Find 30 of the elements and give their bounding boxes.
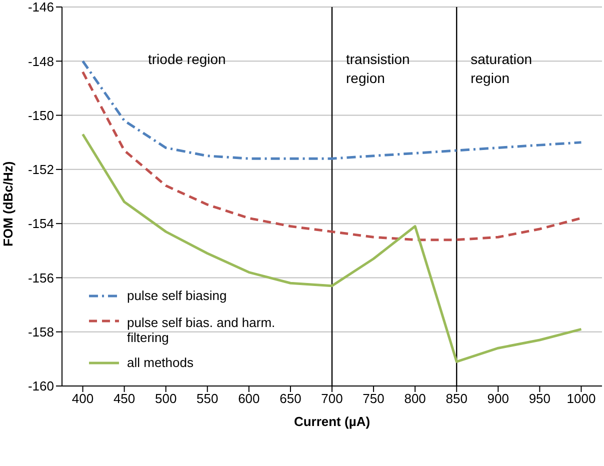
line-series — [82, 70, 582, 242]
annotation: transistion region — [346, 50, 411, 88]
annotation: saturation region — [470, 50, 534, 88]
x-tick-label: 850 — [446, 391, 468, 406]
x-tick-label: 600 — [238, 391, 260, 406]
x-tick-label: 450 — [113, 391, 136, 406]
legend-label: pulse self biasing — [127, 288, 227, 303]
x-tick-label: 950 — [528, 391, 551, 406]
annotation: triode region — [148, 51, 226, 67]
legend-label: pulse self bias. and harm. filtering — [127, 315, 276, 345]
y-axis-title: FOM (dBc/Hz) — [0, 161, 16, 246]
y-tick-label: -146 — [28, 0, 54, 15]
legend-label: all methods — [127, 355, 194, 370]
x-tick-label: 1000 — [566, 391, 596, 406]
x-tick-label: 900 — [487, 391, 510, 406]
x-tick-label: 400 — [72, 391, 94, 406]
y-tick-label: -156 — [28, 270, 54, 286]
x-tick-label: 550 — [196, 391, 218, 406]
y-tick-label: -152 — [28, 162, 54, 178]
x-tick-label: 700 — [321, 391, 343, 406]
y-tick-label: -148 — [28, 54, 54, 69]
x-axis-title: Current (µA) — [294, 414, 370, 429]
x-tick-label: 500 — [154, 391, 177, 406]
y-tick-label: -158 — [28, 324, 54, 340]
y-tick-label: -160 — [28, 378, 54, 394]
x-tick-label: 800 — [404, 391, 426, 406]
x-tick-label: 650 — [280, 391, 302, 406]
y-tick-label: -154 — [28, 216, 54, 232]
y-tick-label: -150 — [28, 108, 54, 123]
x-tick-label: 750 — [362, 391, 384, 406]
